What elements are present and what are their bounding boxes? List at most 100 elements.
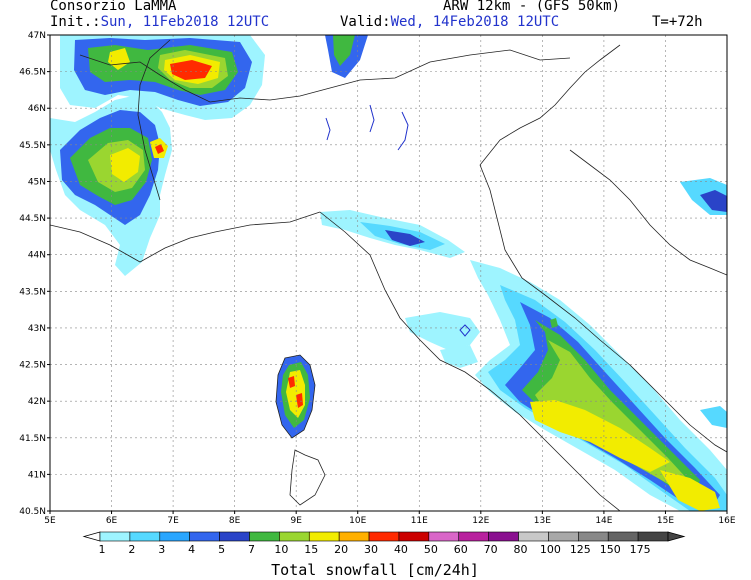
snow-area-alps-west <box>50 96 172 276</box>
lat-tick-label: 40.5N <box>19 507 46 517</box>
colorbar-swatch <box>129 531 161 542</box>
colorbar-level-label: 5 <box>218 543 225 556</box>
lon-tick-label: 8E <box>229 516 241 526</box>
colorbar-swatch <box>578 531 609 542</box>
coastline-liguria <box>50 211 321 263</box>
lat-tick-label: 41N <box>28 470 46 480</box>
colorbar-title: Total snowfall [cm/24h] <box>271 561 479 579</box>
colorbar-level-label: 70 <box>484 543 498 556</box>
lon-tick-label: 16E <box>718 516 735 526</box>
colorbar-level-label: 30 <box>364 543 378 556</box>
lat-tick-label: 42.5N <box>19 361 46 371</box>
lake-como <box>369 104 375 133</box>
lon-tick-label: 10E <box>349 516 366 526</box>
lake-trasimeno <box>459 324 471 337</box>
snow-area-apennines-central <box>470 260 727 511</box>
lat-tick-label: 46N <box>28 104 46 114</box>
coastline-adriatic <box>479 164 727 453</box>
lat-tick-label: 45N <box>28 177 46 187</box>
lon-tick-label: 12E <box>472 516 489 526</box>
colorbar-level-label: 125 <box>570 543 591 556</box>
borders <box>50 39 727 511</box>
init-time: Init.:Sun, 11Feb2018 12UTC <box>50 14 269 30</box>
snow-area-apennines-north <box>320 210 480 368</box>
lake-maggiore <box>325 117 331 141</box>
init-value: Sun, 11Feb2018 12UTC <box>100 14 270 30</box>
lat-tick-label: 44.5N <box>19 214 46 224</box>
colorbar-swatch <box>368 531 400 542</box>
border-france-italy <box>137 39 171 201</box>
lat-tick-label: 43N <box>28 324 46 334</box>
colorbar-level-label: 4 <box>188 543 195 556</box>
colorbar-level-label: 40 <box>394 543 408 556</box>
colorbar-swatch <box>219 531 250 542</box>
colorbar-swatch <box>159 531 190 542</box>
colorbar-swatch <box>458 531 489 542</box>
snow-area-corsica <box>276 355 315 438</box>
lat-tick-label: 47N <box>28 31 46 41</box>
colorbar-level-label: 20 <box>334 543 348 556</box>
colorbar-level-label: 50 <box>424 543 438 556</box>
colorbar-swatch <box>279 531 310 542</box>
lat-tick-label: 46.5N <box>19 68 46 78</box>
colorbar-level-label: 60 <box>454 543 468 556</box>
map-frame <box>49 34 728 512</box>
snowfall-fields <box>50 35 727 511</box>
forecast-lead: T=+72h <box>652 14 703 30</box>
colorbar-level-label: 3 <box>158 543 165 556</box>
border-alpine <box>79 49 571 103</box>
lat-tick-label: 43.5N <box>19 287 46 297</box>
lon-tick-label: 9E <box>290 516 302 526</box>
coastline-north-adriatic <box>479 44 621 166</box>
longitude-ticks: 5E 6E 7E 8E 9E 10E 11E 12E 13E 14E 15E 16E <box>44 511 736 526</box>
colorbar: 1 2 3 4 5 7 10 15 20 30 40 50 60 70 80 100 125 150 175 <box>82 531 686 556</box>
colorbar-level-label: 10 <box>274 543 288 556</box>
lon-tick-label: 7E <box>167 516 179 526</box>
lon-tick-label: 14E <box>595 516 612 526</box>
coastline-corsica <box>275 354 316 439</box>
colorbar-level-label: 15 <box>304 543 318 556</box>
colorbar-level-label: 1 <box>99 543 106 556</box>
colorbar-level-label: 2 <box>128 543 135 556</box>
lat-tick-label: 42N <box>28 397 46 407</box>
lat-tick-label: 44N <box>28 251 46 261</box>
model-org-label: Consorzio LaMMA <box>50 0 177 14</box>
colorbar-swatch <box>637 531 669 542</box>
snow-area-balkans <box>680 178 727 428</box>
colorbar-swatch <box>607 531 639 542</box>
graticule <box>50 35 727 511</box>
colorbar-level-label: 100 <box>540 543 561 556</box>
lon-tick-label: 11E <box>411 516 428 526</box>
lon-tick-label: 5E <box>44 516 56 526</box>
colorbar-upper-arrow <box>667 531 686 542</box>
coastline-tyrrhenian <box>319 211 621 511</box>
colorbar-swatch <box>518 531 549 542</box>
colorbar-swatch <box>189 531 220 542</box>
colorbar-swatch <box>308 531 340 542</box>
colorbar-level-label: 150 <box>600 543 621 556</box>
coastline-croatia <box>569 149 727 276</box>
colorbar-level-label: 175 <box>630 543 651 556</box>
colorbar-swatch <box>488 531 519 542</box>
colorbar-swatch <box>338 531 370 542</box>
colorbar-level-label: 7 <box>248 543 255 556</box>
colorbar-swatch <box>428 531 460 542</box>
lat-tick-label: 41.5N <box>19 434 46 444</box>
latitude-ticks: 47N 46.5N 46N 45.5N 45N 44.5N 44N 43.5N 43N 42.5N… <box>19 31 50 517</box>
valid-label: Valid: <box>340 14 391 30</box>
lon-tick-label: 15E <box>657 516 674 526</box>
model-resolution-label: ARW 12km - (GFS 50km) <box>443 0 621 14</box>
colorbar-swatch <box>99 531 131 542</box>
valid-time: Valid:Wed, 14Feb2018 12UTC <box>340 14 559 30</box>
colorbar-swatch <box>548 531 579 542</box>
lake-garda <box>397 111 409 151</box>
lon-tick-label: 13E <box>534 516 551 526</box>
lat-tick-label: 45.5N <box>19 141 46 151</box>
init-label: Init.: <box>50 14 101 30</box>
colorbar-swatch <box>249 531 280 542</box>
lon-tick-label: 6E <box>106 516 118 526</box>
lakes <box>325 104 471 337</box>
colorbar-lower-arrow <box>82 531 101 542</box>
coastline-sardinia <box>289 449 326 506</box>
